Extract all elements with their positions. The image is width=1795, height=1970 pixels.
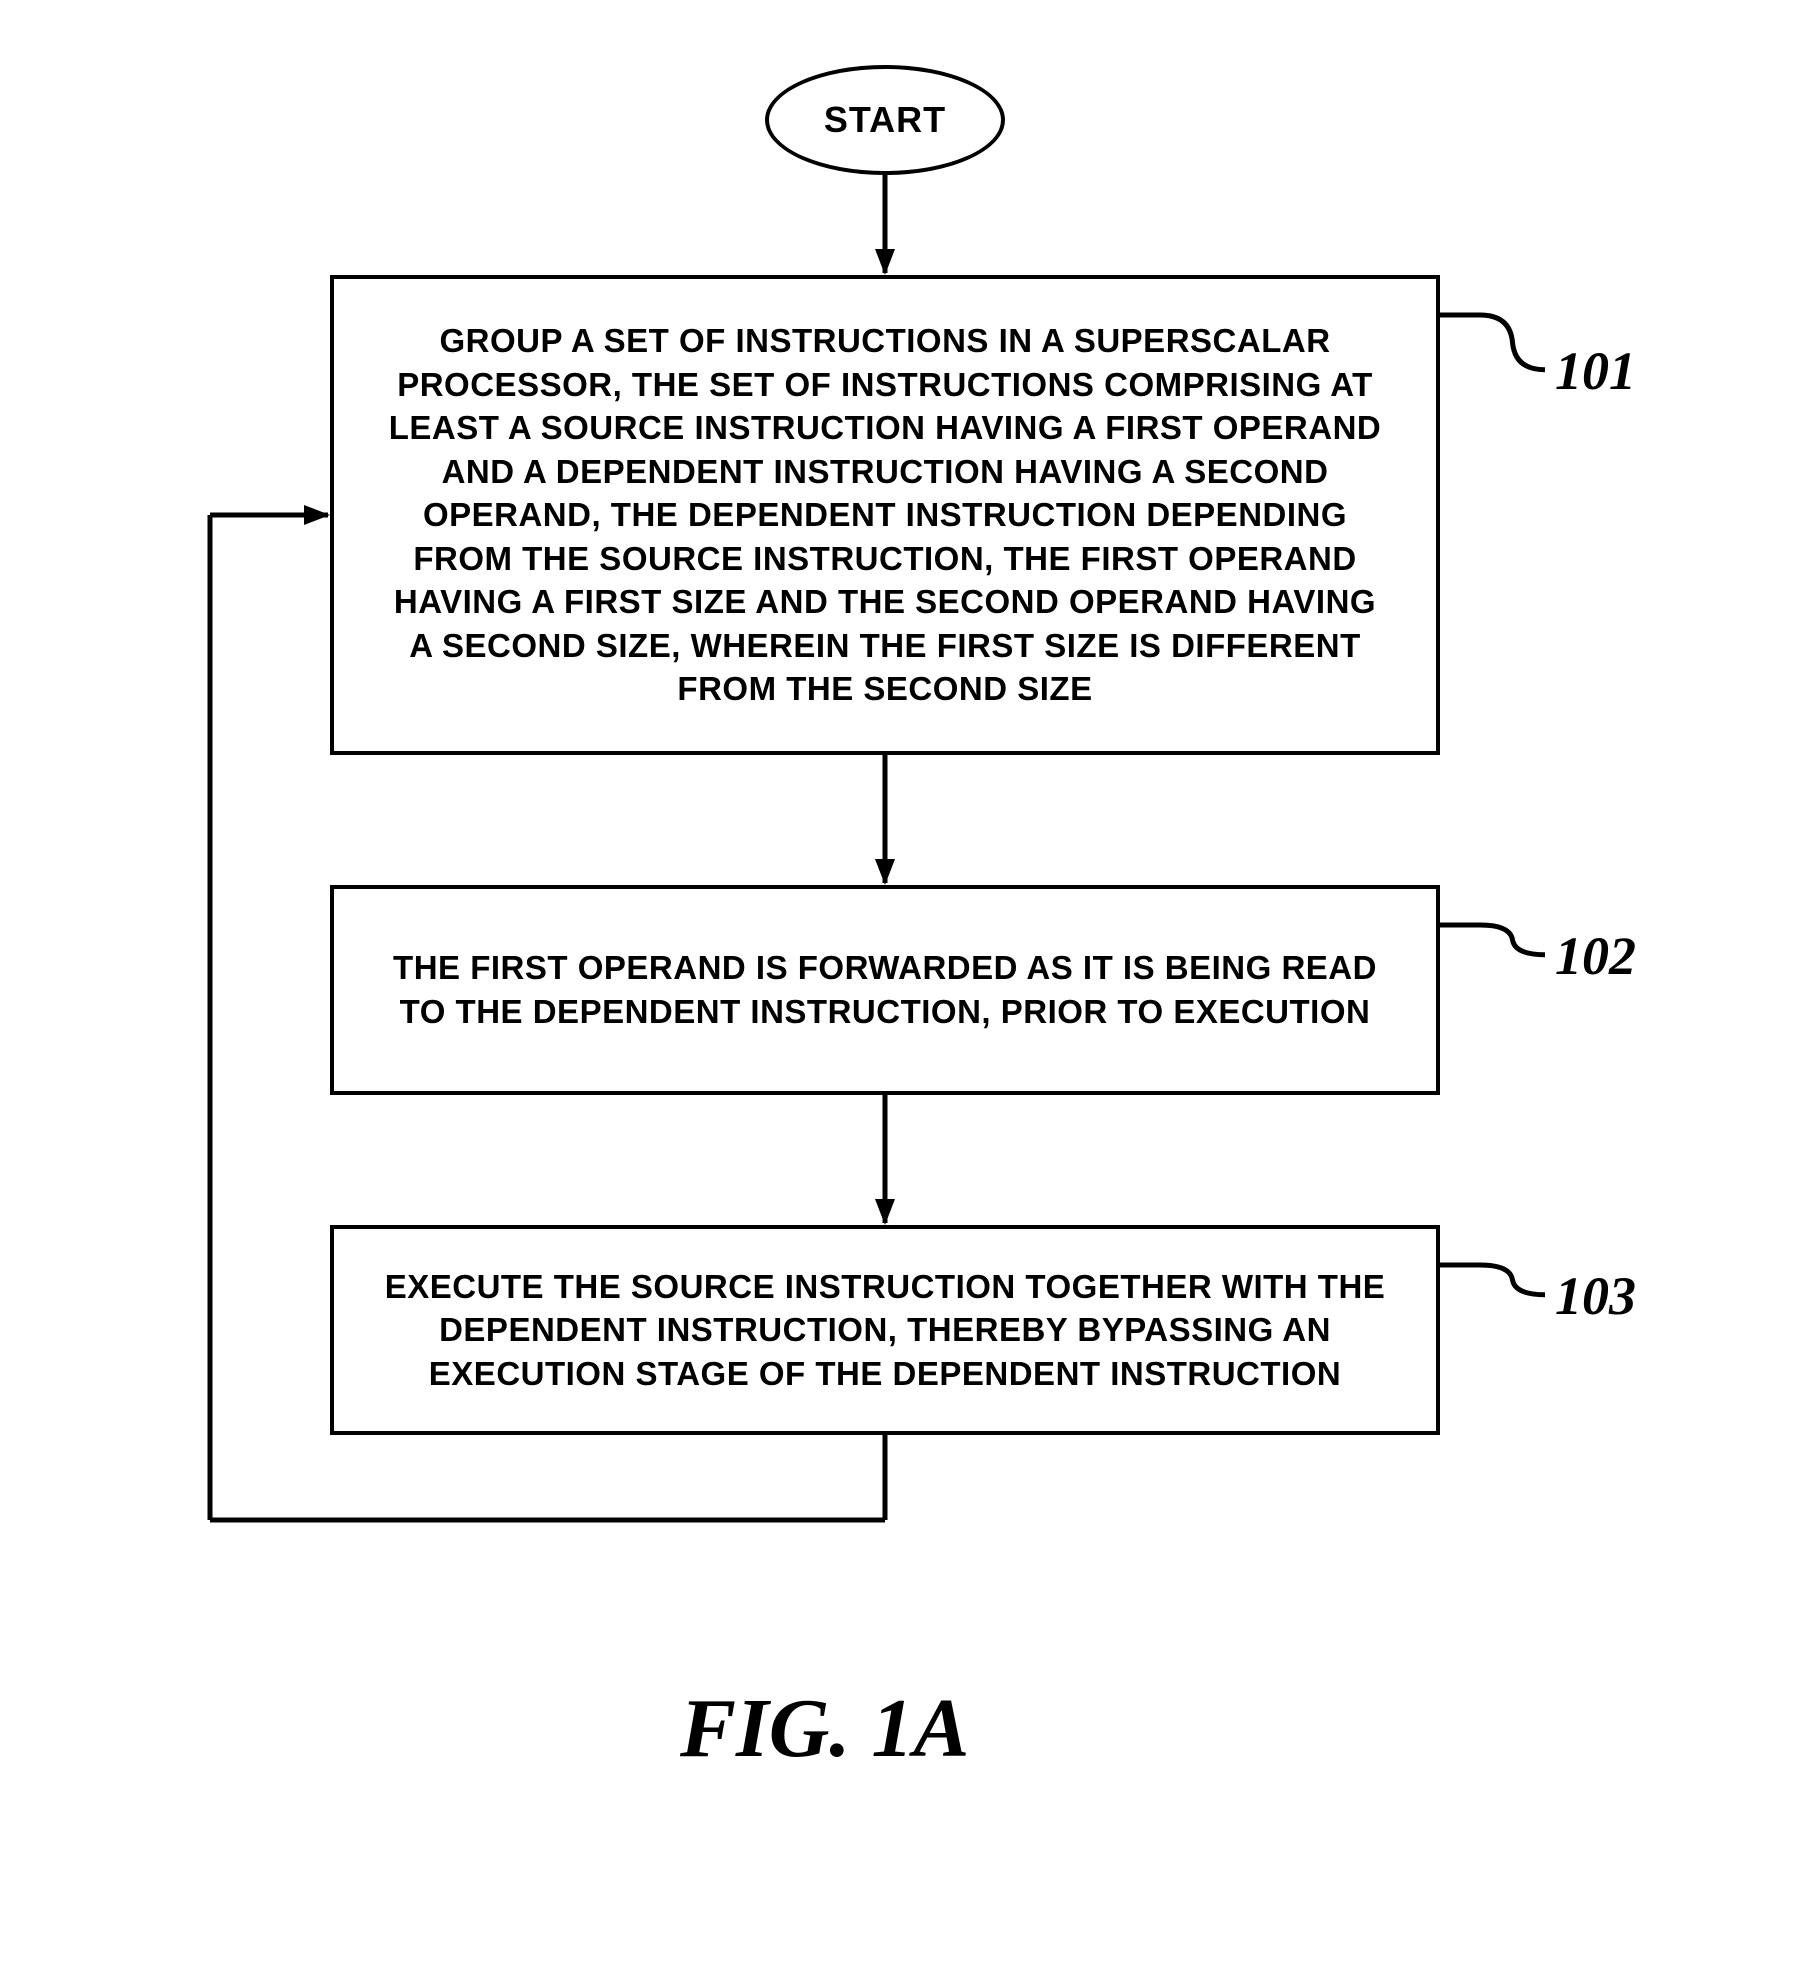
step-text: GROUP A SET OF INSTRUCTIONS IN A SUPERSC… — [382, 319, 1388, 711]
start-node: START — [765, 65, 1005, 175]
start-label: START — [824, 99, 946, 141]
step-box-103: EXECUTE THE SOURCE INSTRUCTION TOGETHER … — [330, 1225, 1440, 1435]
reference-label-101: 101 — [1555, 340, 1636, 402]
step-text: THE FIRST OPERAND IS FORWARDED AS IT IS … — [382, 946, 1388, 1033]
figure-canvas: START GROUP A SET OF INSTRUCTIONS IN A S… — [0, 0, 1795, 1970]
figure-caption: FIG. 1A — [680, 1680, 969, 1777]
step-box-101: GROUP A SET OF INSTRUCTIONS IN A SUPERSC… — [330, 275, 1440, 755]
step-box-102: THE FIRST OPERAND IS FORWARDED AS IT IS … — [330, 885, 1440, 1095]
step-text: EXECUTE THE SOURCE INSTRUCTION TOGETHER … — [382, 1265, 1388, 1396]
reference-label-103: 103 — [1555, 1265, 1636, 1327]
reference-label-102: 102 — [1555, 925, 1636, 987]
